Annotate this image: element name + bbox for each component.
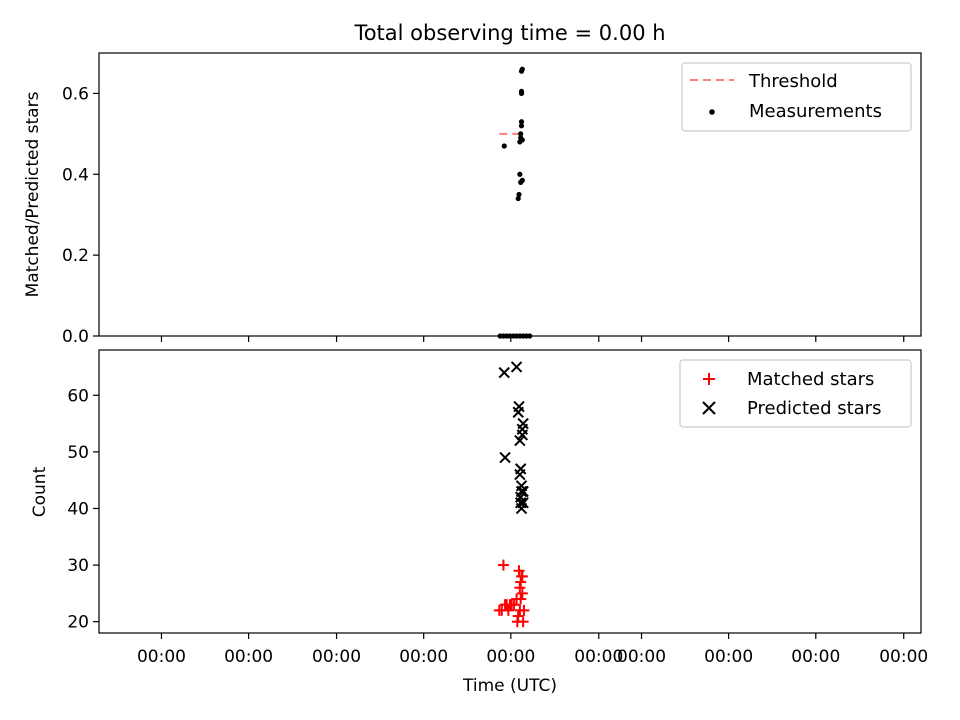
legend-matched-label: Matched stars xyxy=(747,369,874,390)
matched-star-point xyxy=(502,604,514,616)
x-tick-label: 00:00 xyxy=(879,647,928,667)
x-tick-label: 00:00 xyxy=(486,647,535,667)
bottom-marks xyxy=(493,361,530,628)
x-tick-label: 00:00 xyxy=(574,647,623,667)
matched-star-point xyxy=(497,559,509,571)
legend-predicted-label: Predicted stars xyxy=(747,398,881,419)
matched-star-point xyxy=(516,587,528,599)
predicted-star-point xyxy=(498,366,510,379)
y-tick-label: 50 xyxy=(67,443,89,463)
legend-threshold-label: Threshold xyxy=(748,71,838,92)
top-legend-box xyxy=(681,62,912,132)
top-y-axis-label: Matched/Predicted stars xyxy=(23,91,43,297)
measurement-point xyxy=(519,137,525,143)
measurement-point xyxy=(518,88,525,95)
measurement-point xyxy=(519,177,525,183)
measurement-point xyxy=(516,191,522,198)
predicted-star-point xyxy=(517,497,529,509)
y-tick-label: 0.6 xyxy=(62,84,89,104)
matched-star-point xyxy=(512,610,524,622)
predicted-star-point xyxy=(499,451,511,464)
x-tick-label: 00:00 xyxy=(137,647,186,667)
legend-measurements-label: Measurements xyxy=(749,101,882,122)
predicted-star-point xyxy=(510,361,523,373)
y-tick-label: 40 xyxy=(67,499,89,519)
legend-matched-swatch xyxy=(703,373,715,385)
y-tick-label: 20 xyxy=(67,613,89,633)
measurement-point xyxy=(501,143,507,149)
measurement-point xyxy=(519,66,525,72)
top-legend: Threshold Measurements xyxy=(681,62,912,132)
bottom-legend-box xyxy=(679,359,912,428)
y-tick-label: 30 xyxy=(67,556,89,576)
matched-star-point xyxy=(513,565,525,577)
legend-measurements-swatch xyxy=(709,109,715,115)
bottom-y-axis-label: Count xyxy=(30,466,50,517)
top-axes-frame xyxy=(98,52,922,337)
x-axis-label: Time (UTC) xyxy=(462,676,557,696)
measurement-point xyxy=(515,195,521,202)
matched-star-point xyxy=(515,593,527,605)
matched-star-point xyxy=(516,570,528,582)
chart-title: Total observing time = 0.00 h xyxy=(353,21,665,45)
matched-star-point xyxy=(517,616,529,628)
predicted-star-point xyxy=(517,417,529,430)
measurement-point xyxy=(518,123,525,129)
measurement-point xyxy=(517,171,523,177)
legend-predicted-swatch xyxy=(702,401,716,415)
x-tick-label: 00:00 xyxy=(312,647,361,667)
matched-star-point xyxy=(518,604,530,616)
predicted-star-point xyxy=(517,485,529,498)
predicted-star-point xyxy=(514,434,526,447)
bottom-y-ticks: 20 30 40 50 60 xyxy=(67,386,99,633)
top-y-ticks: 0.0 0.2 0.4 0.6 xyxy=(62,84,99,347)
top-x-ticks xyxy=(160,336,905,342)
y-tick-label: 0.4 xyxy=(62,165,89,185)
y-tick-label: 0.2 xyxy=(62,246,89,266)
x-tick-label: 00:00 xyxy=(704,647,753,667)
predicted-star-point xyxy=(514,463,527,475)
y-tick-label: 0.0 xyxy=(62,327,89,347)
bottom-legend: Matched stars Predicted stars xyxy=(679,359,912,428)
matched-star-point xyxy=(508,599,520,611)
predicted-star-point xyxy=(513,400,525,413)
y-tick-label: 60 xyxy=(67,386,89,406)
x-tick-label: 00:00 xyxy=(224,647,273,667)
x-tick-label: 00:00 xyxy=(791,647,840,667)
measurement-point xyxy=(518,131,524,137)
bottom-axes-frame xyxy=(98,349,922,634)
top-panel: 0.0 0.2 0.4 0.6 Matched/Predicted stars Thr… xyxy=(23,52,922,347)
x-tick-label: 00:00 xyxy=(617,647,666,667)
x-tick-label: 00:00 xyxy=(399,647,448,667)
measurement-point xyxy=(518,119,525,125)
